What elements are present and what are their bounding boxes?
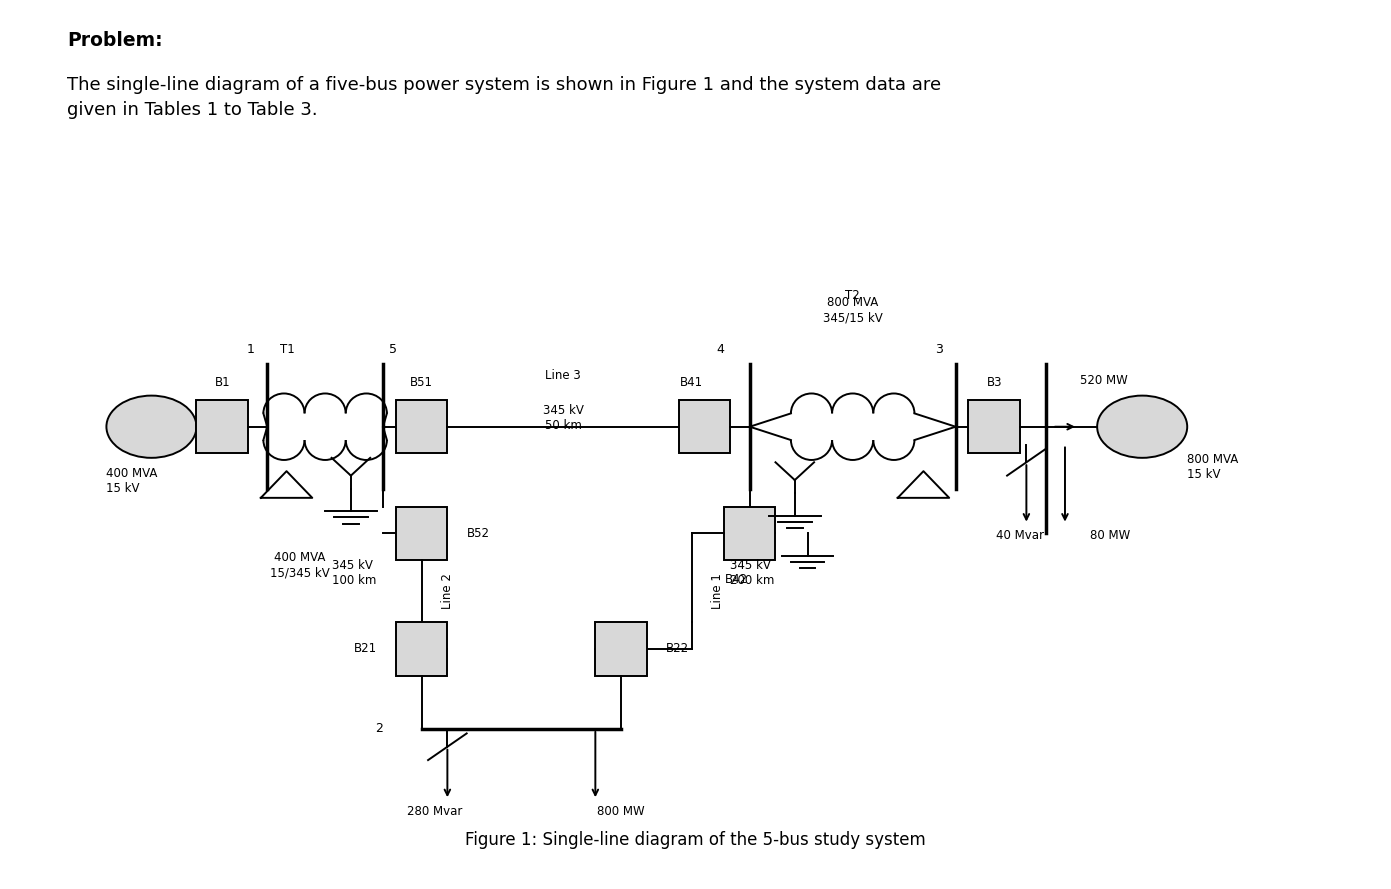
Text: 800 MVA
345/15 kV: 800 MVA 345/15 kV [823,297,882,324]
Text: Figure 1: Single-line diagram of the 5-bus study system: Figure 1: Single-line diagram of the 5-b… [465,831,926,849]
Text: The single-line diagram of a five-bus power system is shown in Figure 1 and the : The single-line diagram of a five-bus po… [67,76,940,118]
Text: 280 Mvar: 280 Mvar [406,805,462,818]
Text: 80 MW: 80 MW [1091,529,1129,542]
Text: 345 kV
100 km: 345 kV 100 km [331,559,376,588]
Bar [595,622,647,676]
Text: 345 kV
200 km: 345 kV 200 km [730,559,775,588]
Circle shape [107,396,196,458]
Text: 40 Mvar: 40 Mvar [996,529,1045,542]
Text: 2: 2 [376,723,383,735]
Text: 4: 4 [716,342,725,356]
Bar [725,507,776,560]
Bar [396,622,448,676]
Text: T1: T1 [280,342,295,356]
Text: 5: 5 [389,342,398,356]
Text: B51: B51 [410,376,433,389]
Text: B21: B21 [353,643,377,655]
Text: 400 MVA
15/345 kV: 400 MVA 15/345 kV [270,551,330,579]
Bar [396,400,448,453]
Text: B42: B42 [725,573,748,587]
Text: 800 MVA
15 kV: 800 MVA 15 kV [1188,453,1238,481]
Text: B3: B3 [986,376,1002,389]
Text: Line 3: Line 3 [545,369,581,382]
Text: 520 MW: 520 MW [1079,373,1128,387]
Text: B1: B1 [214,376,230,389]
Text: 400 MVA
15 kV: 400 MVA 15 kV [107,467,157,494]
Circle shape [1097,396,1188,458]
Bar [196,400,248,453]
Text: B52: B52 [467,527,490,540]
Text: B22: B22 [666,643,689,655]
Bar [396,507,448,560]
Bar [968,400,1020,453]
Text: B41: B41 [680,376,704,389]
Bar [679,400,730,453]
Text: 1: 1 [246,342,255,356]
Text: T2: T2 [846,289,860,302]
Text: Problem:: Problem: [67,31,163,50]
Text: Line 1: Line 1 [711,573,725,609]
Text: 3: 3 [935,342,943,356]
Text: 345 kV
50 km: 345 kV 50 km [542,404,584,432]
Text: 800 MW: 800 MW [597,805,645,818]
Text: Line 2: Line 2 [441,573,453,609]
